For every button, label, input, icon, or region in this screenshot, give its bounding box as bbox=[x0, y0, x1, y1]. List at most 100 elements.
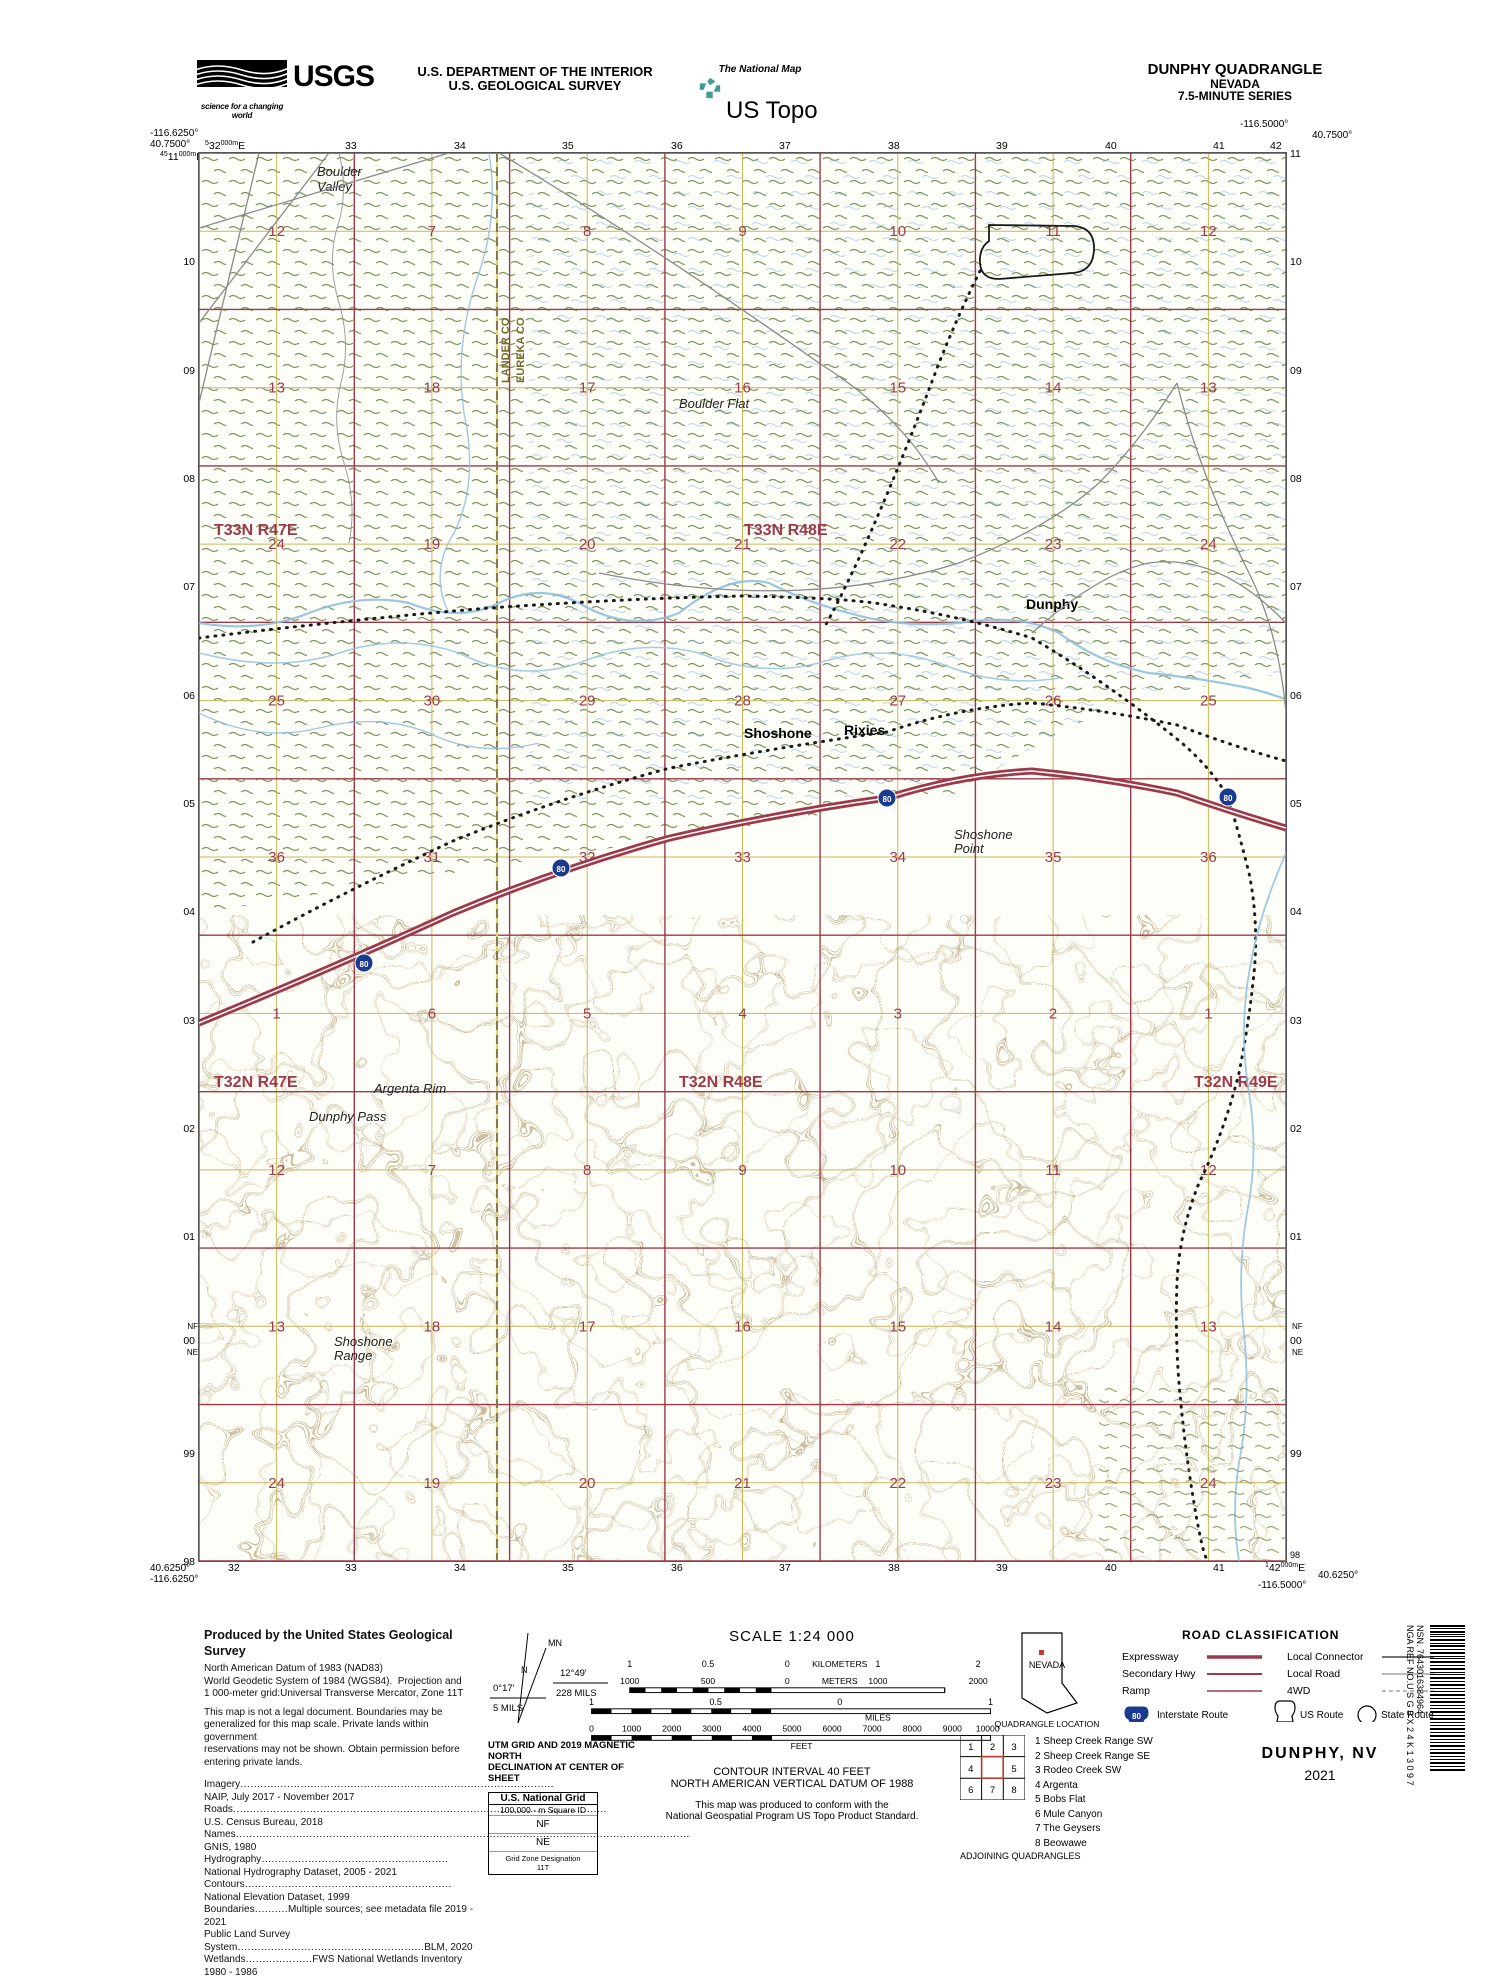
svg-text:0.5: 0.5 bbox=[709, 1697, 722, 1707]
svg-text:LANDER CO: LANDER CO bbox=[500, 317, 512, 383]
svg-text:16: 16 bbox=[734, 1318, 751, 1335]
svg-text:35: 35 bbox=[1045, 849, 1062, 866]
svg-text:22: 22 bbox=[889, 536, 906, 553]
svg-text:2: 2 bbox=[1049, 1005, 1057, 1022]
svg-text:21: 21 bbox=[734, 1475, 751, 1492]
svg-text:5 MILS: 5 MILS bbox=[493, 1703, 523, 1714]
svg-text:36: 36 bbox=[1200, 849, 1217, 866]
svg-text:14: 14 bbox=[1045, 380, 1062, 397]
svg-text:2: 2 bbox=[976, 1659, 981, 1669]
svg-text:Point: Point bbox=[954, 841, 985, 856]
svg-text:0.5: 0.5 bbox=[702, 1659, 715, 1669]
svg-text:9000: 9000 bbox=[943, 1724, 962, 1734]
svg-text:Interstate Route: Interstate Route bbox=[1157, 1710, 1229, 1721]
svg-text:80: 80 bbox=[883, 795, 892, 804]
svg-text:US Route: US Route bbox=[1300, 1710, 1344, 1721]
svg-text:1: 1 bbox=[589, 1697, 594, 1707]
svg-text:20: 20 bbox=[579, 536, 596, 553]
svg-text:0: 0 bbox=[785, 1659, 790, 1669]
svg-text:METERS: METERS bbox=[822, 1676, 858, 1686]
svg-text:10: 10 bbox=[889, 223, 906, 240]
svg-text:18: 18 bbox=[424, 1318, 441, 1335]
svg-text:1: 1 bbox=[272, 1005, 280, 1022]
svg-text:9: 9 bbox=[738, 223, 746, 240]
svg-text:0°17': 0°17' bbox=[493, 1683, 515, 1694]
svg-text:1: 1 bbox=[968, 1742, 973, 1753]
svg-text:Dunphy Pass: Dunphy Pass bbox=[309, 1109, 387, 1124]
svg-text:16: 16 bbox=[734, 380, 751, 397]
svg-text:17: 17 bbox=[579, 380, 596, 397]
svg-text:4000: 4000 bbox=[742, 1724, 761, 1734]
svg-text:2: 2 bbox=[990, 1742, 995, 1753]
svg-text:6: 6 bbox=[968, 1785, 973, 1796]
svg-text:2000: 2000 bbox=[662, 1724, 681, 1734]
svg-text:22: 22 bbox=[889, 1475, 906, 1492]
svg-text:29: 29 bbox=[579, 693, 596, 710]
svg-text:34: 34 bbox=[889, 849, 906, 866]
svg-text:Boulder Flat: Boulder Flat bbox=[679, 396, 750, 411]
svg-text:18: 18 bbox=[424, 380, 441, 397]
svg-text:13: 13 bbox=[268, 380, 285, 397]
svg-text:3: 3 bbox=[894, 1005, 902, 1022]
svg-text:5: 5 bbox=[1011, 1764, 1016, 1775]
svg-text:7: 7 bbox=[428, 1162, 436, 1179]
svg-text:15: 15 bbox=[889, 380, 906, 397]
svg-text:N: N bbox=[521, 1665, 528, 1675]
svg-text:Shoshone: Shoshone bbox=[744, 725, 812, 741]
svg-text:Shoshone: Shoshone bbox=[334, 1334, 393, 1349]
svg-text:6: 6 bbox=[428, 1005, 436, 1022]
svg-text:9: 9 bbox=[738, 1162, 746, 1179]
svg-text:25: 25 bbox=[1200, 693, 1217, 710]
svg-text:23: 23 bbox=[1045, 536, 1062, 553]
svg-text:3000: 3000 bbox=[702, 1724, 721, 1734]
svg-text:Secondary Hwy: Secondary Hwy bbox=[1122, 1668, 1196, 1680]
svg-text:3: 3 bbox=[1011, 1742, 1016, 1753]
svg-text:1: 1 bbox=[627, 1659, 632, 1669]
svg-text:19: 19 bbox=[424, 1475, 441, 1492]
svg-text:1000: 1000 bbox=[620, 1676, 639, 1686]
svg-text:1: 1 bbox=[1204, 1005, 1212, 1022]
svg-text:8: 8 bbox=[583, 223, 591, 240]
svg-text:7: 7 bbox=[990, 1785, 995, 1796]
svg-text:8: 8 bbox=[583, 1162, 591, 1179]
svg-text:Shoshone: Shoshone bbox=[954, 827, 1013, 842]
svg-text:80: 80 bbox=[360, 960, 369, 969]
svg-text:NSN. 7643016384964: NSN. 7643016384964 bbox=[1415, 1625, 1425, 1714]
svg-text:30: 30 bbox=[424, 693, 441, 710]
svg-text:FEET: FEET bbox=[791, 1741, 814, 1751]
svg-text:23: 23 bbox=[1045, 1475, 1062, 1492]
svg-text:Expressway: Expressway bbox=[1122, 1651, 1179, 1663]
svg-text:24: 24 bbox=[268, 1475, 285, 1492]
svg-text:4: 4 bbox=[968, 1764, 973, 1775]
svg-text:36: 36 bbox=[268, 849, 285, 866]
svg-text:13: 13 bbox=[1200, 1318, 1217, 1335]
svg-text:Boulder: Boulder bbox=[317, 164, 362, 179]
svg-text:28: 28 bbox=[734, 693, 751, 710]
svg-text:Argenta Rim: Argenta Rim bbox=[373, 1081, 446, 1096]
svg-text:EUREKA CO: EUREKA CO bbox=[515, 317, 527, 383]
svg-text:0: 0 bbox=[785, 1676, 790, 1686]
svg-text:33: 33 bbox=[734, 849, 751, 866]
svg-text:13: 13 bbox=[268, 1318, 285, 1335]
svg-text:MN: MN bbox=[548, 1638, 562, 1648]
svg-text:T32N R48E: T32N R48E bbox=[679, 1074, 763, 1091]
svg-text:4: 4 bbox=[738, 1005, 746, 1022]
svg-text:80: 80 bbox=[557, 865, 566, 874]
svg-text:1000: 1000 bbox=[622, 1724, 641, 1734]
svg-text:8000: 8000 bbox=[903, 1724, 922, 1734]
svg-text:T33N R47E: T33N R47E bbox=[214, 522, 298, 539]
svg-text:80: 80 bbox=[1132, 1712, 1141, 1721]
svg-text:12: 12 bbox=[268, 1162, 285, 1179]
svg-text:19: 19 bbox=[424, 536, 441, 553]
svg-text:12: 12 bbox=[1200, 223, 1217, 240]
svg-text:7000: 7000 bbox=[863, 1724, 882, 1734]
svg-text:80: 80 bbox=[1224, 794, 1233, 803]
svg-text:1000: 1000 bbox=[868, 1676, 887, 1686]
svg-text:24: 24 bbox=[1200, 536, 1217, 553]
svg-text:14: 14 bbox=[1045, 1318, 1062, 1335]
svg-text:25: 25 bbox=[268, 693, 285, 710]
svg-text:13: 13 bbox=[1200, 380, 1217, 397]
svg-text:1: 1 bbox=[875, 1659, 880, 1669]
svg-text:NGA REF NO.U S G S X 2 4 K 1 3: NGA REF NO.U S G S X 2 4 K 1 3 0 9 7 bbox=[1405, 1625, 1415, 1786]
svg-text:2000: 2000 bbox=[969, 1676, 988, 1686]
